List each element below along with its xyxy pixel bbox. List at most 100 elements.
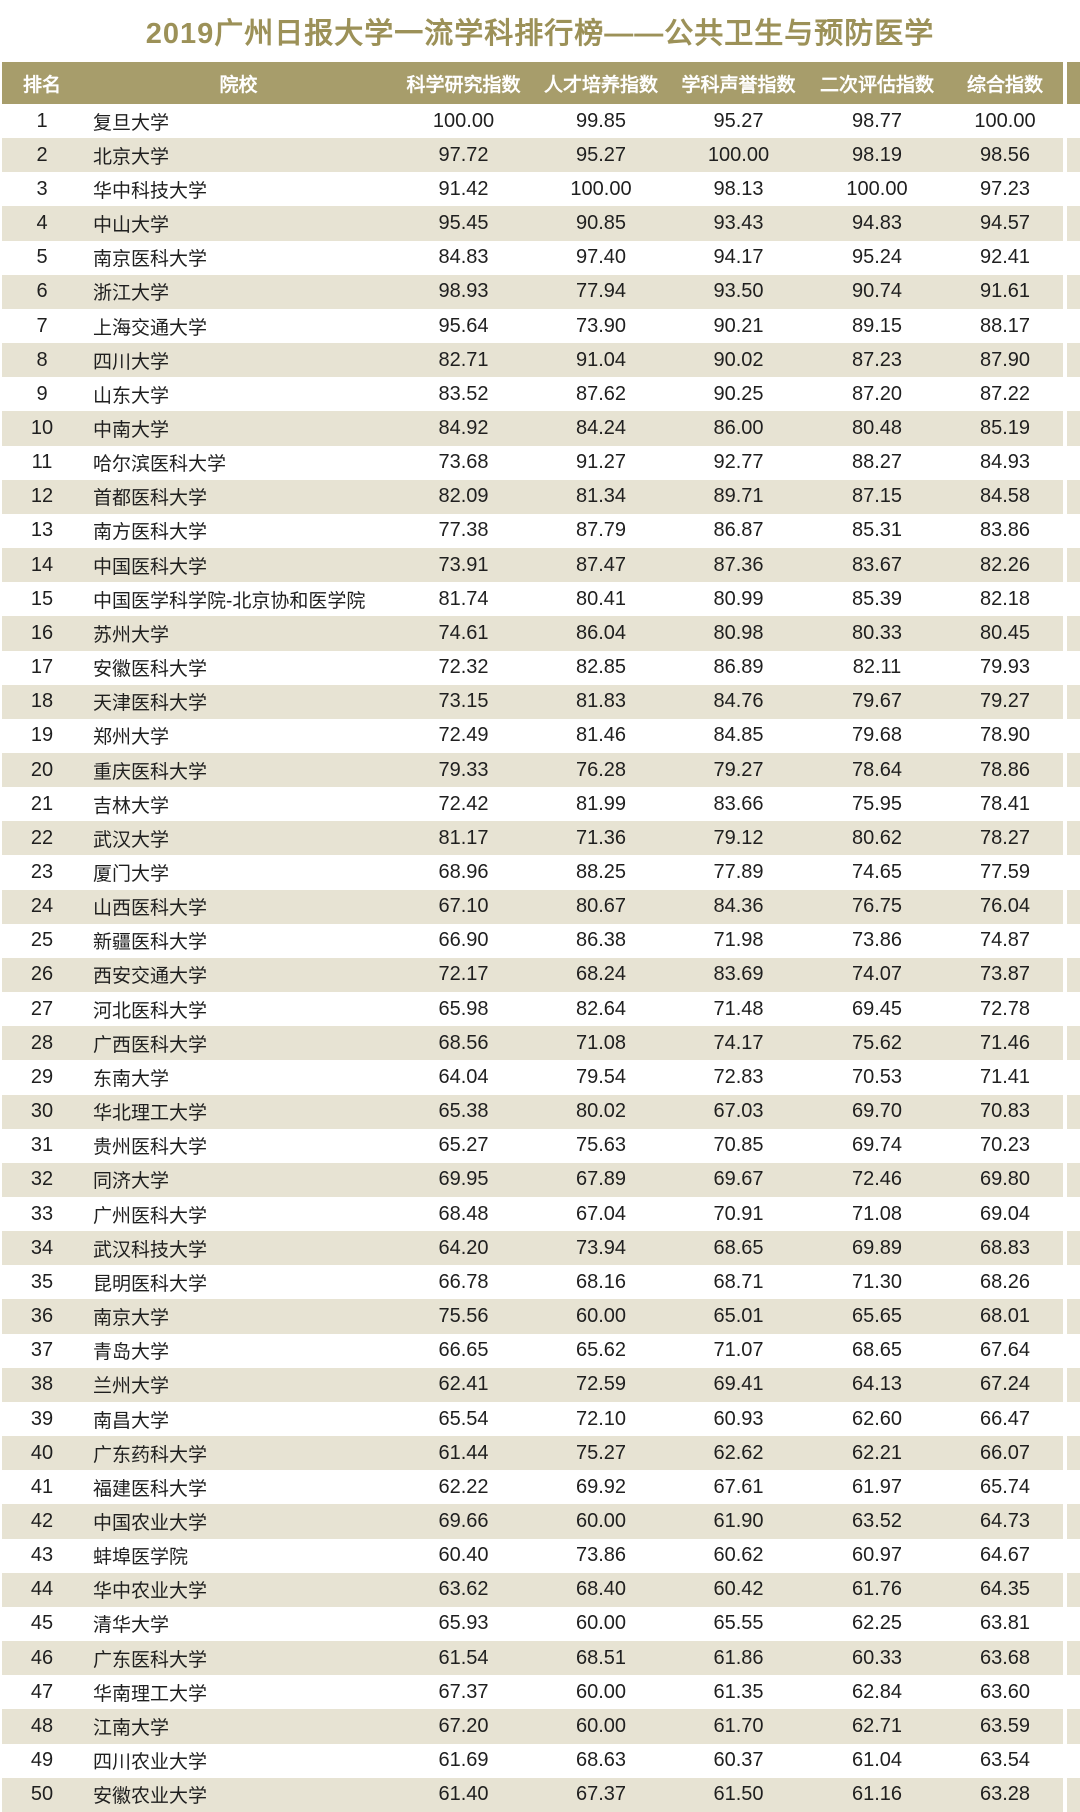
rank-cell: 14 <box>30 553 54 576</box>
talent-index-cell: 71.08 <box>575 1031 627 1054</box>
table-row: 24 山西医科大学 67.10 80.67 84.36 76.75 76.04 <box>2 889 1080 924</box>
university-cell: 广东医科大学 <box>93 1649 208 1671</box>
secondary-eval-index-cell: 87.20 <box>851 382 903 405</box>
research-index-cell: 61.44 <box>438 1441 489 1464</box>
secondary-eval-index-cell: 88.27 <box>851 451 903 474</box>
secondary-eval-index-cell: 75.95 <box>851 792 903 815</box>
reputation-index-cell: 83.69 <box>713 963 764 986</box>
talent-index-cell: 68.63 <box>575 1749 627 1772</box>
talent-index-cell: 76.28 <box>575 758 627 781</box>
rank-cell: 41 <box>30 1475 54 1498</box>
university-cell: 中国医科大学 <box>93 556 208 578</box>
table-row: 25 新疆医科大学 66.90 86.38 71.98 73.86 74.87 <box>2 923 1080 958</box>
secondary-eval-index-cell: 62.21 <box>851 1441 903 1464</box>
research-index-cell: 62.22 <box>438 1475 489 1498</box>
reputation-index-cell: 93.50 <box>713 280 764 303</box>
table-row: 35 昆明医科大学 66.78 68.16 68.71 71.30 68.26 <box>2 1265 1080 1300</box>
university-cell: 西安交通大学 <box>93 966 208 988</box>
rank-cell: 2 <box>36 143 48 166</box>
research-index-cell: 95.45 <box>438 212 489 235</box>
rank-cell: 17 <box>30 656 54 679</box>
column-header-secondary-eval-index: 二次评估指数 <box>819 74 934 96</box>
reputation-index-cell: 90.21 <box>713 314 764 337</box>
university-cell: 山东大学 <box>93 385 170 407</box>
table-row: 18 天津医科大学 73.15 81.83 84.76 79.67 79.27 <box>2 684 1080 719</box>
row-edge-spacer <box>1063 821 1080 856</box>
composite-index-cell: 63.60 <box>979 1680 1031 1703</box>
reputation-index-cell: 77.89 <box>713 861 764 884</box>
research-index-cell: 83.52 <box>438 382 489 405</box>
talent-index-cell: 90.85 <box>575 212 627 235</box>
research-index-cell: 84.83 <box>438 246 489 269</box>
table-row: 36 南京大学 75.56 60.00 65.01 65.65 68.01 <box>2 1299 1080 1334</box>
row-edge-spacer <box>1063 343 1080 378</box>
university-cell: 贵州医科大学 <box>93 1137 208 1159</box>
research-index-cell: 65.27 <box>438 1134 489 1157</box>
talent-index-cell: 82.85 <box>575 656 627 679</box>
research-index-cell: 72.42 <box>438 792 489 815</box>
secondary-eval-index-cell: 80.48 <box>851 416 903 439</box>
table-row: 46 广东医科大学 61.54 68.51 61.86 60.33 63.68 <box>2 1641 1080 1676</box>
secondary-eval-index-cell: 79.67 <box>851 690 903 713</box>
rank-cell: 13 <box>30 519 54 542</box>
column-header-rank: 排名 <box>22 74 61 96</box>
rank-cell: 24 <box>30 895 54 918</box>
composite-index-cell: 74.87 <box>979 929 1031 952</box>
rank-cell: 20 <box>30 758 54 781</box>
university-cell: 浙江大学 <box>93 283 170 305</box>
reputation-index-cell: 60.37 <box>713 1749 764 1772</box>
rank-cell: 22 <box>30 826 54 849</box>
research-index-cell: 67.10 <box>438 895 489 918</box>
talent-index-cell: 80.02 <box>575 1100 627 1123</box>
composite-index-cell: 78.86 <box>979 758 1031 781</box>
research-index-cell: 68.48 <box>438 1202 489 1225</box>
rank-cell: 39 <box>30 1407 54 1430</box>
reputation-index-cell: 79.12 <box>713 826 764 849</box>
reputation-index-cell: 60.62 <box>713 1544 764 1567</box>
row-edge-spacer <box>1063 377 1080 412</box>
research-index-cell: 98.93 <box>438 280 489 303</box>
composite-index-cell: 78.90 <box>979 724 1031 747</box>
secondary-eval-index-cell: 71.08 <box>851 1202 903 1225</box>
university-cell: 华南理工大学 <box>93 1683 208 1705</box>
university-cell: 广西医科大学 <box>93 1034 208 1056</box>
table-row: 34 武汉科技大学 64.20 73.94 68.65 69.89 68.83 <box>2 1231 1080 1266</box>
reputation-index-cell: 84.36 <box>713 895 764 918</box>
talent-index-cell: 87.47 <box>575 553 627 576</box>
secondary-eval-index-cell: 69.89 <box>851 1236 903 1259</box>
research-index-cell: 73.68 <box>438 451 489 474</box>
table-row: 21 吉林大学 72.42 81.99 83.66 75.95 78.41 <box>2 787 1080 822</box>
row-edge-spacer <box>1063 923 1080 958</box>
talent-index-cell: 72.10 <box>575 1407 627 1430</box>
rank-cell: 31 <box>30 1134 54 1157</box>
university-cell: 南昌大学 <box>93 1410 170 1432</box>
secondary-eval-index-cell: 74.07 <box>851 963 903 986</box>
research-index-cell: 81.74 <box>438 587 489 610</box>
talent-index-cell: 82.64 <box>575 997 627 1020</box>
reputation-index-cell: 74.17 <box>713 1031 764 1054</box>
table-row: 13 南方医科大学 77.38 87.79 86.87 85.31 83.86 <box>2 513 1080 549</box>
university-cell: 首都医科大学 <box>93 488 208 510</box>
secondary-eval-index-cell: 75.62 <box>851 1031 903 1054</box>
composite-index-cell: 64.73 <box>979 1509 1031 1532</box>
secondary-eval-index-cell: 90.74 <box>851 280 903 303</box>
rank-cell: 30 <box>30 1100 54 1123</box>
secondary-eval-index-cell: 94.83 <box>851 212 903 235</box>
university-cell: 华北理工大学 <box>93 1103 208 1125</box>
rank-cell: 26 <box>30 963 54 986</box>
secondary-eval-index-cell: 61.04 <box>851 1749 903 1772</box>
university-cell: 郑州大学 <box>93 727 170 749</box>
university-cell: 复旦大学 <box>93 112 170 134</box>
reputation-index-cell: 83.66 <box>713 792 764 815</box>
talent-index-cell: 81.99 <box>575 792 627 815</box>
table-row: 41 福建医科大学 62.22 69.92 67.61 61.97 65.74 <box>2 1470 1080 1505</box>
talent-index-cell: 87.79 <box>575 519 627 542</box>
research-index-cell: 66.78 <box>438 1270 489 1293</box>
row-edge-spacer <box>1063 548 1080 583</box>
row-edge-spacer <box>1063 787 1080 822</box>
reputation-index-cell: 92.77 <box>713 451 764 474</box>
reputation-index-cell: 95.27 <box>713 109 764 132</box>
composite-index-cell: 66.47 <box>979 1407 1031 1430</box>
row-edge-spacer <box>1063 1060 1080 1095</box>
research-index-cell: 65.93 <box>438 1612 489 1635</box>
